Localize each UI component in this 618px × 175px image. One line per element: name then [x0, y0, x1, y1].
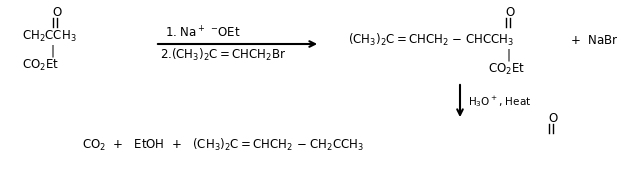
Text: CO$_2$  $+$   EtOH  $+$   (CH$_3$)$_2$C$=$CHCH$_2$ $-$ CH$_2$CCH$_3$: CO$_2$ $+$ EtOH $+$ (CH$_3$)$_2$C$=$CHCH…: [82, 137, 364, 153]
Text: |: |: [50, 44, 54, 58]
Text: (CH$_3$)$_2$C$=$CHCH$_2$ $-$ CHCCH$_3$: (CH$_3$)$_2$C$=$CHCH$_2$ $-$ CHCCH$_3$: [348, 32, 514, 48]
Text: 1. Na$^+$ $^{-}$OEt: 1. Na$^+$ $^{-}$OEt: [165, 25, 240, 41]
Text: CO$_2$Et: CO$_2$Et: [22, 57, 59, 73]
Text: |: |: [506, 48, 510, 61]
Text: CO$_2$Et: CO$_2$Et: [488, 61, 525, 76]
Text: O: O: [548, 111, 557, 124]
Text: O: O: [53, 5, 62, 19]
Text: 2.(CH$_3$)$_2$C$=$CHCH$_2$Br: 2.(CH$_3$)$_2$C$=$CHCH$_2$Br: [160, 47, 286, 63]
Text: $+$  NaBr: $+$ NaBr: [570, 33, 618, 47]
Text: CH$_2$CCH$_3$: CH$_2$CCH$_3$: [22, 29, 77, 44]
Text: O: O: [506, 5, 515, 19]
Text: H$_3$O$^+$, Heat: H$_3$O$^+$, Heat: [468, 94, 531, 109]
